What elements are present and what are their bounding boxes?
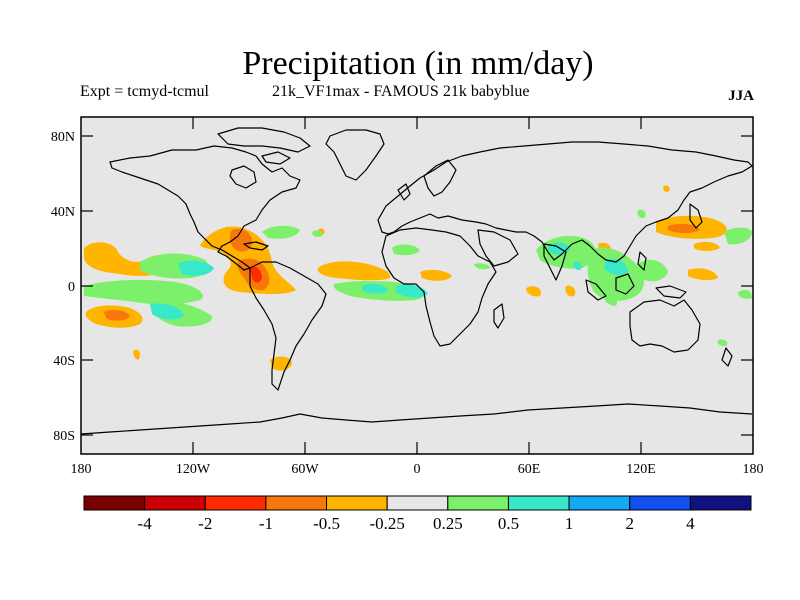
anomaly-orange-region <box>526 286 541 297</box>
lat-label: 80N <box>51 130 75 145</box>
coastline-scandinavia <box>423 159 457 197</box>
anomaly-green-region <box>312 230 323 237</box>
anomaly-green-region <box>638 259 668 282</box>
lat-label: 40N <box>51 205 75 220</box>
anomaly-cyan-region <box>362 283 388 294</box>
colorbar-label: 4 <box>686 514 695 533</box>
coastline-new-guinea <box>655 285 687 299</box>
anomaly-orange-region <box>317 261 391 281</box>
coastline-arctic-islands <box>261 151 291 165</box>
anomaly-green-region <box>392 244 420 256</box>
colorbar-swatch <box>204 495 267 511</box>
colorbar-label: -1 <box>259 514 273 533</box>
lon-label: 60E <box>518 462 541 477</box>
coastline-madagascar <box>493 303 505 329</box>
coastline-arctic-islands <box>217 127 311 153</box>
coastline-arabia <box>477 229 519 267</box>
anomaly-orange-region <box>565 285 576 297</box>
lat-label: 40S <box>53 354 75 369</box>
longitude-axis: 180 120W 60W 0 60E 120E 180 <box>71 117 764 477</box>
coastline-sumatra <box>585 279 607 301</box>
anomaly-cyan-region <box>573 261 582 270</box>
coastline-south-america <box>249 261 327 391</box>
anomaly-dark-region <box>104 309 130 321</box>
experiment-label: Expt = tcmyd-tcmul <box>80 83 209 100</box>
colorbar-swatch <box>83 495 146 511</box>
coastline-north-america <box>109 145 301 271</box>
anomaly-dark-region <box>668 223 700 233</box>
anomaly-orange-region <box>688 268 718 281</box>
colorbar-label: 2 <box>625 514 634 533</box>
colorbar-label: -4 <box>138 514 153 533</box>
colorbar-label: -0.25 <box>369 514 404 533</box>
coastline-new-zealand <box>721 347 733 367</box>
colorbar-swatch <box>629 495 691 511</box>
colorbar-swatch <box>144 495 206 511</box>
colorbar-label: 0.25 <box>433 514 463 533</box>
colorbar-swatch <box>689 495 752 511</box>
lon-label: 180 <box>743 462 764 477</box>
anomaly-green-region <box>84 279 203 305</box>
lat-label: 80S <box>53 429 75 444</box>
coastlines <box>80 127 753 435</box>
anomaly-dark-region <box>250 266 262 283</box>
colorbar-swatch <box>568 495 631 511</box>
lon-label: 180 <box>71 462 92 477</box>
colorbar-swatch <box>386 495 449 511</box>
colorbar-label: -2 <box>198 514 212 533</box>
lon-label: 120E <box>626 462 656 477</box>
anomaly-orange-region <box>420 269 452 281</box>
coastline-cuba <box>243 241 269 251</box>
colorbar-label: -0.5 <box>313 514 340 533</box>
colorbar-swatch <box>507 495 570 511</box>
coastline-eurasia <box>377 141 753 263</box>
coastline-australia <box>629 299 701 353</box>
anomaly-green-region <box>603 292 618 306</box>
coastline-india <box>543 243 567 281</box>
anomaly-orange-region <box>694 241 720 251</box>
colorbar: -4 -2 -1 -0.5 -0.25 0.25 0.5 1 2 4 <box>83 495 752 533</box>
colorbar-swatch <box>265 495 328 511</box>
lat-label: 0 <box>68 280 75 295</box>
colorbar-label: 1 <box>565 514 574 533</box>
coastline-antarctica <box>80 403 753 435</box>
lon-label: 0 <box>414 462 421 477</box>
anomaly-green-region <box>738 290 752 299</box>
anomaly-green-region <box>262 225 300 239</box>
coastline-borneo <box>615 273 635 295</box>
anomaly-green-region <box>717 339 728 346</box>
colorbar-swatch <box>447 495 509 511</box>
colorbar-label: 0.5 <box>498 514 519 533</box>
anomaly-green-region <box>474 263 490 270</box>
lon-label: 120W <box>176 462 211 477</box>
anomaly-orange-region <box>663 185 670 192</box>
coastline-philippines <box>637 251 647 271</box>
anomaly-cyan-region <box>178 260 214 276</box>
coastline-british-isles <box>397 183 411 201</box>
coastline-africa <box>381 227 497 347</box>
latitude-axis: 80N 40N 0 40S 80S <box>51 130 753 444</box>
anomaly-cyan-region <box>150 303 184 320</box>
lon-label: 60W <box>291 462 319 477</box>
coastline-greenland <box>325 129 385 181</box>
anomaly-fields <box>84 185 752 371</box>
run-label: 21k_VF1max - FAMOUS 21k babyblue <box>272 83 530 100</box>
colorbar-swatch <box>326 495 388 511</box>
anomaly-orange-region <box>133 349 141 360</box>
coastline-hudson-bay <box>229 165 257 189</box>
season-label: JJA <box>728 88 754 104</box>
anomaly-cyan-region <box>604 258 628 275</box>
anomaly-green-region <box>724 227 752 245</box>
anomaly-green-region <box>637 209 646 218</box>
coastline-japan <box>689 203 703 229</box>
plot-title: Precipitation (in mm/day) <box>242 45 594 82</box>
